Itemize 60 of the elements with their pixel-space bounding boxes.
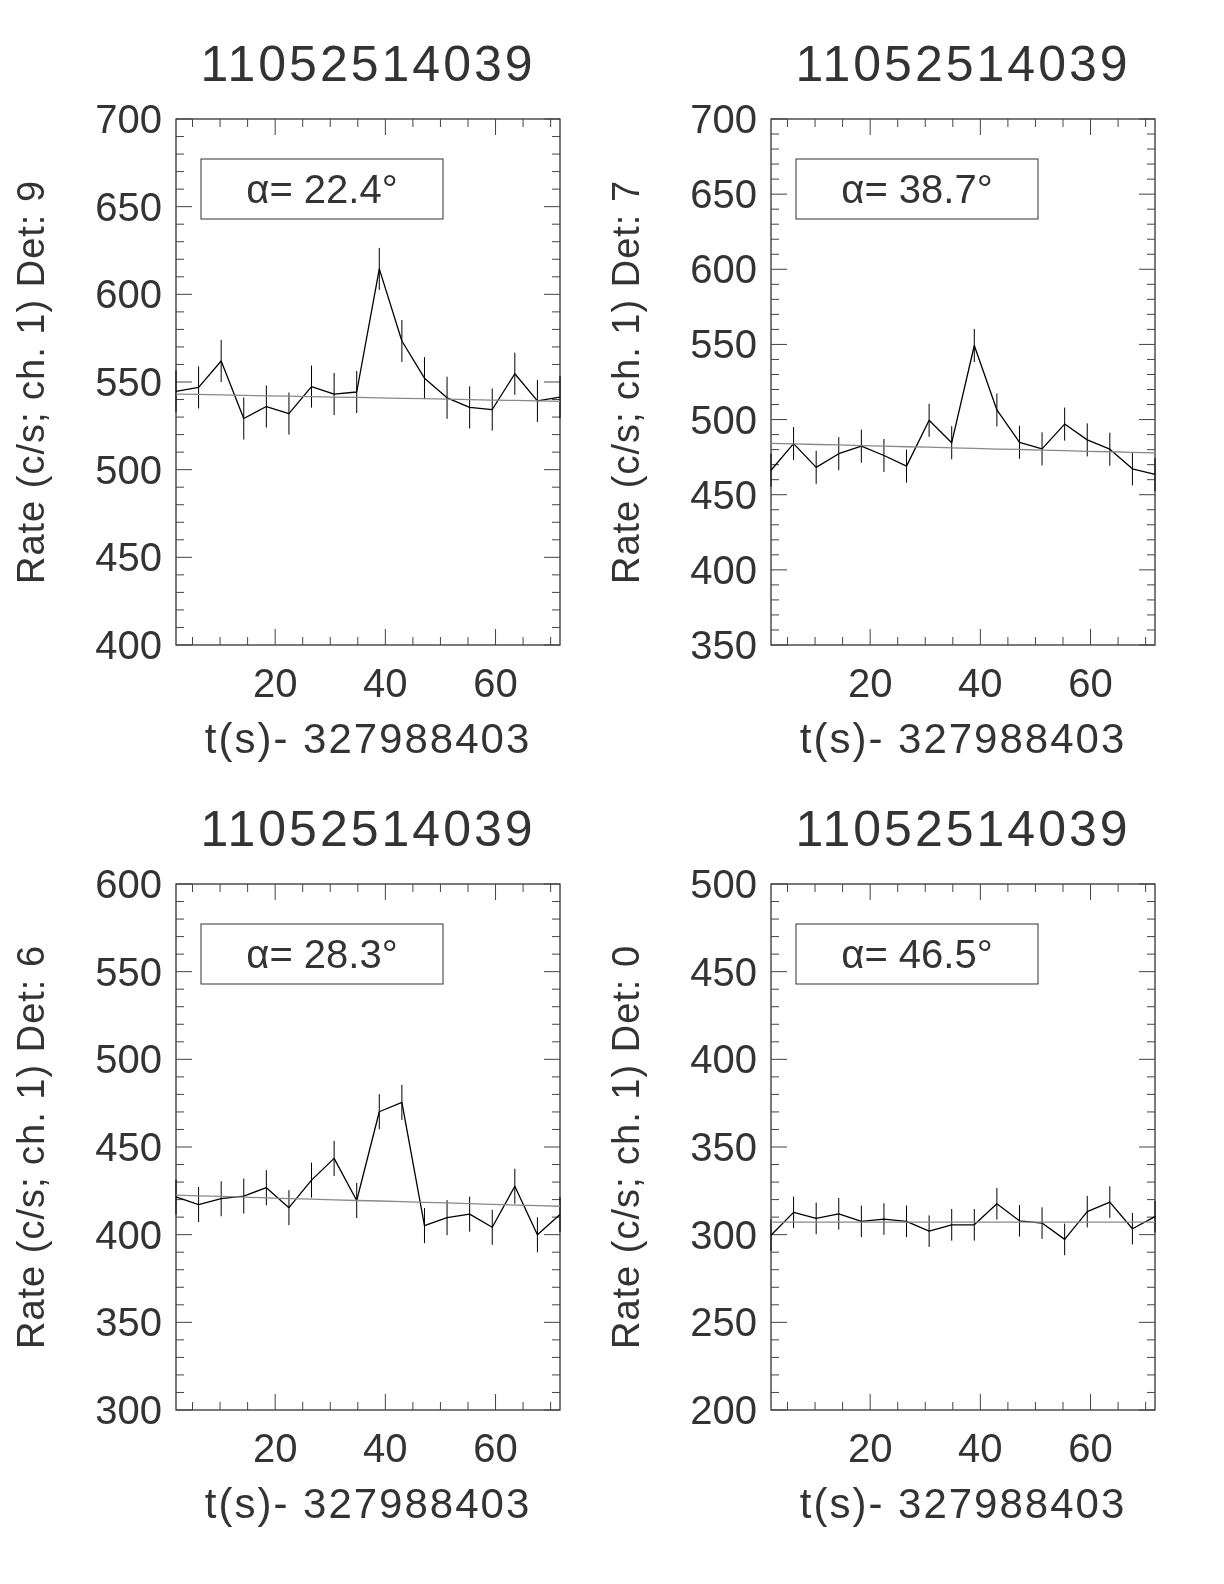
- y-tick-label: 700: [95, 97, 162, 141]
- chart-title: 11052514039: [795, 801, 1131, 857]
- y-tick-label: 550: [95, 949, 162, 994]
- line-series: [770, 442, 1156, 454]
- y-tick-label: 300: [95, 1388, 162, 1432]
- y-tick-label: 650: [95, 184, 162, 229]
- chart-title: 11052514039: [200, 801, 536, 857]
- y-tick-label: 500: [95, 447, 162, 492]
- y-tick-label: 500: [95, 1037, 162, 1082]
- y-tick-label: 300: [690, 1212, 757, 1257]
- y-tick-label: 200: [690, 1388, 757, 1432]
- y-tick-label: 500: [690, 397, 757, 442]
- y-axis-title: Rate (c/s; ch. 1) Det: 6: [10, 944, 52, 1350]
- x-tick-label: 20: [847, 1426, 893, 1470]
- y-tick-label: 650: [690, 172, 757, 217]
- x-axis-title: t(s)- 327988403: [799, 1480, 1127, 1527]
- y-tick-label: 400: [95, 1212, 162, 1257]
- x-tick-label: 60: [473, 1426, 518, 1470]
- y-tick-label: 600: [95, 862, 162, 906]
- y-tick-label: 550: [95, 360, 162, 404]
- y-axis-title: Rate (c/s; ch. 1) Det: 9: [10, 179, 52, 585]
- x-tick-label: 60: [1068, 1426, 1113, 1470]
- y-tick-label: 550: [690, 322, 757, 367]
- y-axis-title: Rate (c/s; ch. 1) Det: 7: [605, 179, 647, 585]
- y-tick-label: 450: [95, 535, 162, 580]
- annotation: α= 22.4°: [246, 167, 398, 211]
- y-tick-label: 450: [95, 1125, 162, 1169]
- y-tick-label: 350: [690, 623, 757, 667]
- annotation: α= 46.5°: [841, 932, 993, 976]
- line-series: [175, 393, 561, 402]
- y-tick-label: 600: [95, 272, 162, 317]
- x-axis-title: t(s)- 327988403: [204, 1480, 532, 1527]
- x-tick-label: 40: [363, 1426, 408, 1470]
- x-axis-title: t(s)- 327988403: [204, 715, 532, 762]
- annotation: α= 28.3°: [246, 932, 398, 976]
- x-axis-title: t(s)- 327988403: [799, 715, 1127, 762]
- y-tick-label: 500: [690, 862, 757, 906]
- x-tick-label: 20: [252, 661, 298, 705]
- y-tick-label: 400: [95, 623, 162, 667]
- x-tick-label: 40: [958, 661, 1003, 705]
- x-tick-label: 20: [847, 661, 893, 705]
- y-tick-label: 700: [690, 97, 757, 141]
- x-tick-label: 60: [473, 661, 518, 705]
- x-tick-label: 40: [958, 1426, 1003, 1470]
- y-tick-label: 350: [690, 1125, 757, 1169]
- line-series: [175, 1194, 561, 1207]
- y-axis-title: Rate (c/s; ch. 1) Det: 0: [605, 944, 647, 1350]
- y-tick-label: 250: [690, 1300, 757, 1345]
- x-tick-label: 40: [363, 661, 408, 705]
- y-tick-label: 400: [690, 1037, 757, 1082]
- y-tick-label: 350: [95, 1300, 162, 1345]
- y-tick-label: 400: [690, 547, 757, 592]
- chart-title: 11052514039: [200, 36, 536, 92]
- y-tick-label: 600: [690, 247, 757, 292]
- x-tick-label: 60: [1068, 661, 1113, 705]
- y-tick-label: 450: [690, 949, 757, 994]
- y-tick-label: 450: [690, 472, 757, 517]
- x-tick-label: 20: [252, 1426, 298, 1470]
- annotation: α= 38.7°: [841, 167, 993, 211]
- chart-title: 11052514039: [795, 36, 1131, 92]
